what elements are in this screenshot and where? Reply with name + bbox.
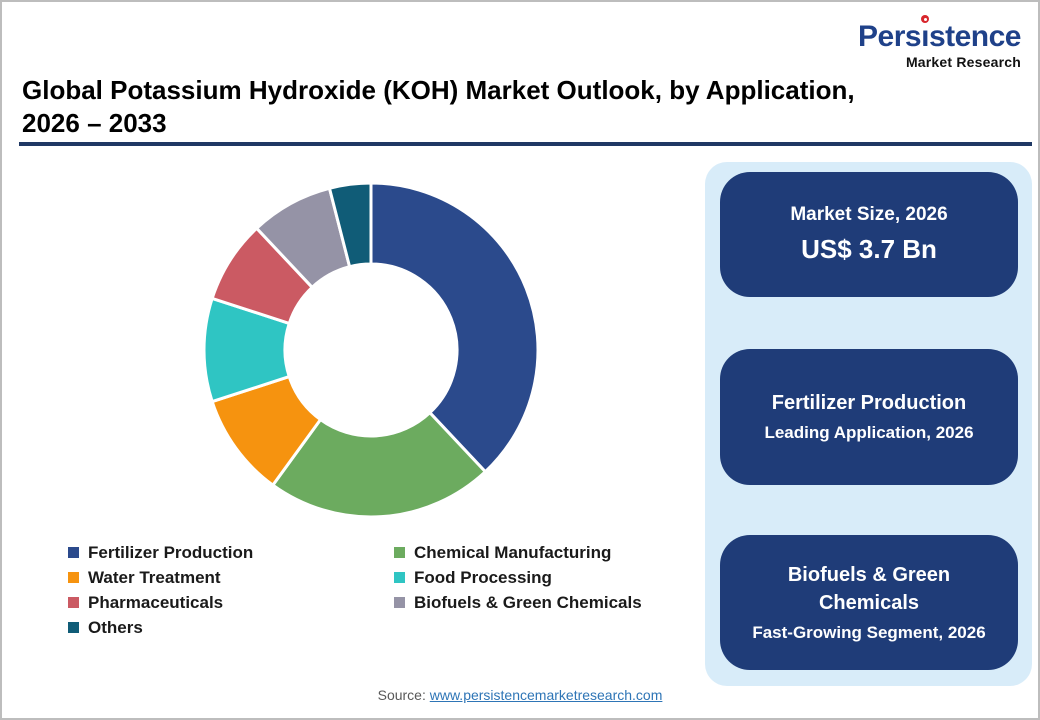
- legend-swatch-icon: [394, 597, 405, 608]
- source-label: Source:: [377, 687, 426, 703]
- market-size-label: Market Size, 2026: [790, 204, 948, 226]
- legend-item: Chemical Manufacturing: [394, 543, 642, 562]
- title-line-1: Global Potassium Hydroxide (KOH) Market …: [22, 75, 855, 105]
- logo-wordmark: Persı stence: [858, 15, 1022, 53]
- fast-growing-segment-name: Biofuels & Green Chemicals: [787, 563, 951, 614]
- legend-swatch-icon: [68, 572, 79, 583]
- legend-item: Biofuels & Green Chemicals: [394, 593, 642, 612]
- leading-application-label: Leading Application, 2026: [764, 423, 974, 443]
- logo: Persı stence Market Research: [858, 15, 1022, 70]
- donut-segment: [369, 181, 540, 474]
- legend-item: Others: [68, 618, 394, 637]
- legend-swatch-icon: [68, 597, 79, 608]
- legend-label: Biofuels & Green Chemicals: [414, 592, 642, 612]
- leading-application-name: Fertilizer Production: [771, 392, 967, 415]
- market-size-value: US$ 3.7 Bn: [801, 233, 937, 264]
- legend-item: Water Treatment: [68, 568, 394, 587]
- legend-swatch-icon: [394, 572, 405, 583]
- title-rule: [19, 142, 1032, 146]
- logo-text-post: stence: [928, 20, 1022, 53]
- legend-item: Fertilizer Production: [68, 543, 394, 562]
- logo-letter-i: ı: [921, 15, 929, 53]
- legend-label: Food Processing: [414, 567, 552, 587]
- legend-label: Fertilizer Production: [88, 542, 254, 562]
- stats-panel: Market Size, 2026 US$ 3.7 Bn Fertilizer …: [705, 162, 1032, 686]
- title-line-2: 2026 – 2033: [22, 108, 167, 138]
- legend-swatch-icon: [68, 622, 79, 633]
- leading-application-card: Fertilizer Production Leading Applicatio…: [720, 349, 1018, 485]
- legend: Fertilizer Production Chemical Manufactur…: [68, 543, 642, 637]
- logo-subtitle: Market Research: [905, 54, 1021, 70]
- footer: Source: www.persistencemarketresearch.co…: [2, 687, 1038, 703]
- fast-growing-segment-label: Fast-Growing Segment, 2026: [752, 622, 986, 642]
- legend-swatch-icon: [394, 547, 405, 558]
- legend-label: Others: [88, 617, 143, 637]
- legend-item: Pharmaceuticals: [68, 593, 394, 612]
- source-link[interactable]: www.persistencemarketresearch.com: [429, 687, 663, 703]
- legend-item: Food Processing: [394, 568, 642, 587]
- donut-chart: [202, 181, 540, 519]
- donut-segment: [327, 181, 373, 269]
- logo-text-pre: Pers: [858, 20, 922, 53]
- logo-red-dot-icon: [921, 15, 930, 23]
- legend-label: Pharmaceuticals: [88, 592, 224, 612]
- logo-dotless-i: ı: [921, 20, 929, 53]
- donut-segment: [270, 410, 488, 519]
- fast-growing-segment-card: Biofuels & Green Chemicals Fast-Growing …: [720, 535, 1018, 670]
- legend-label: Water Treatment: [88, 567, 221, 587]
- page-title: Global Potassium Hydroxide (KOH) Market …: [22, 74, 1012, 140]
- legend-label: Chemical Manufacturing: [414, 542, 612, 562]
- market-size-card: Market Size, 2026 US$ 3.7 Bn: [720, 172, 1018, 297]
- legend-swatch-icon: [68, 547, 79, 558]
